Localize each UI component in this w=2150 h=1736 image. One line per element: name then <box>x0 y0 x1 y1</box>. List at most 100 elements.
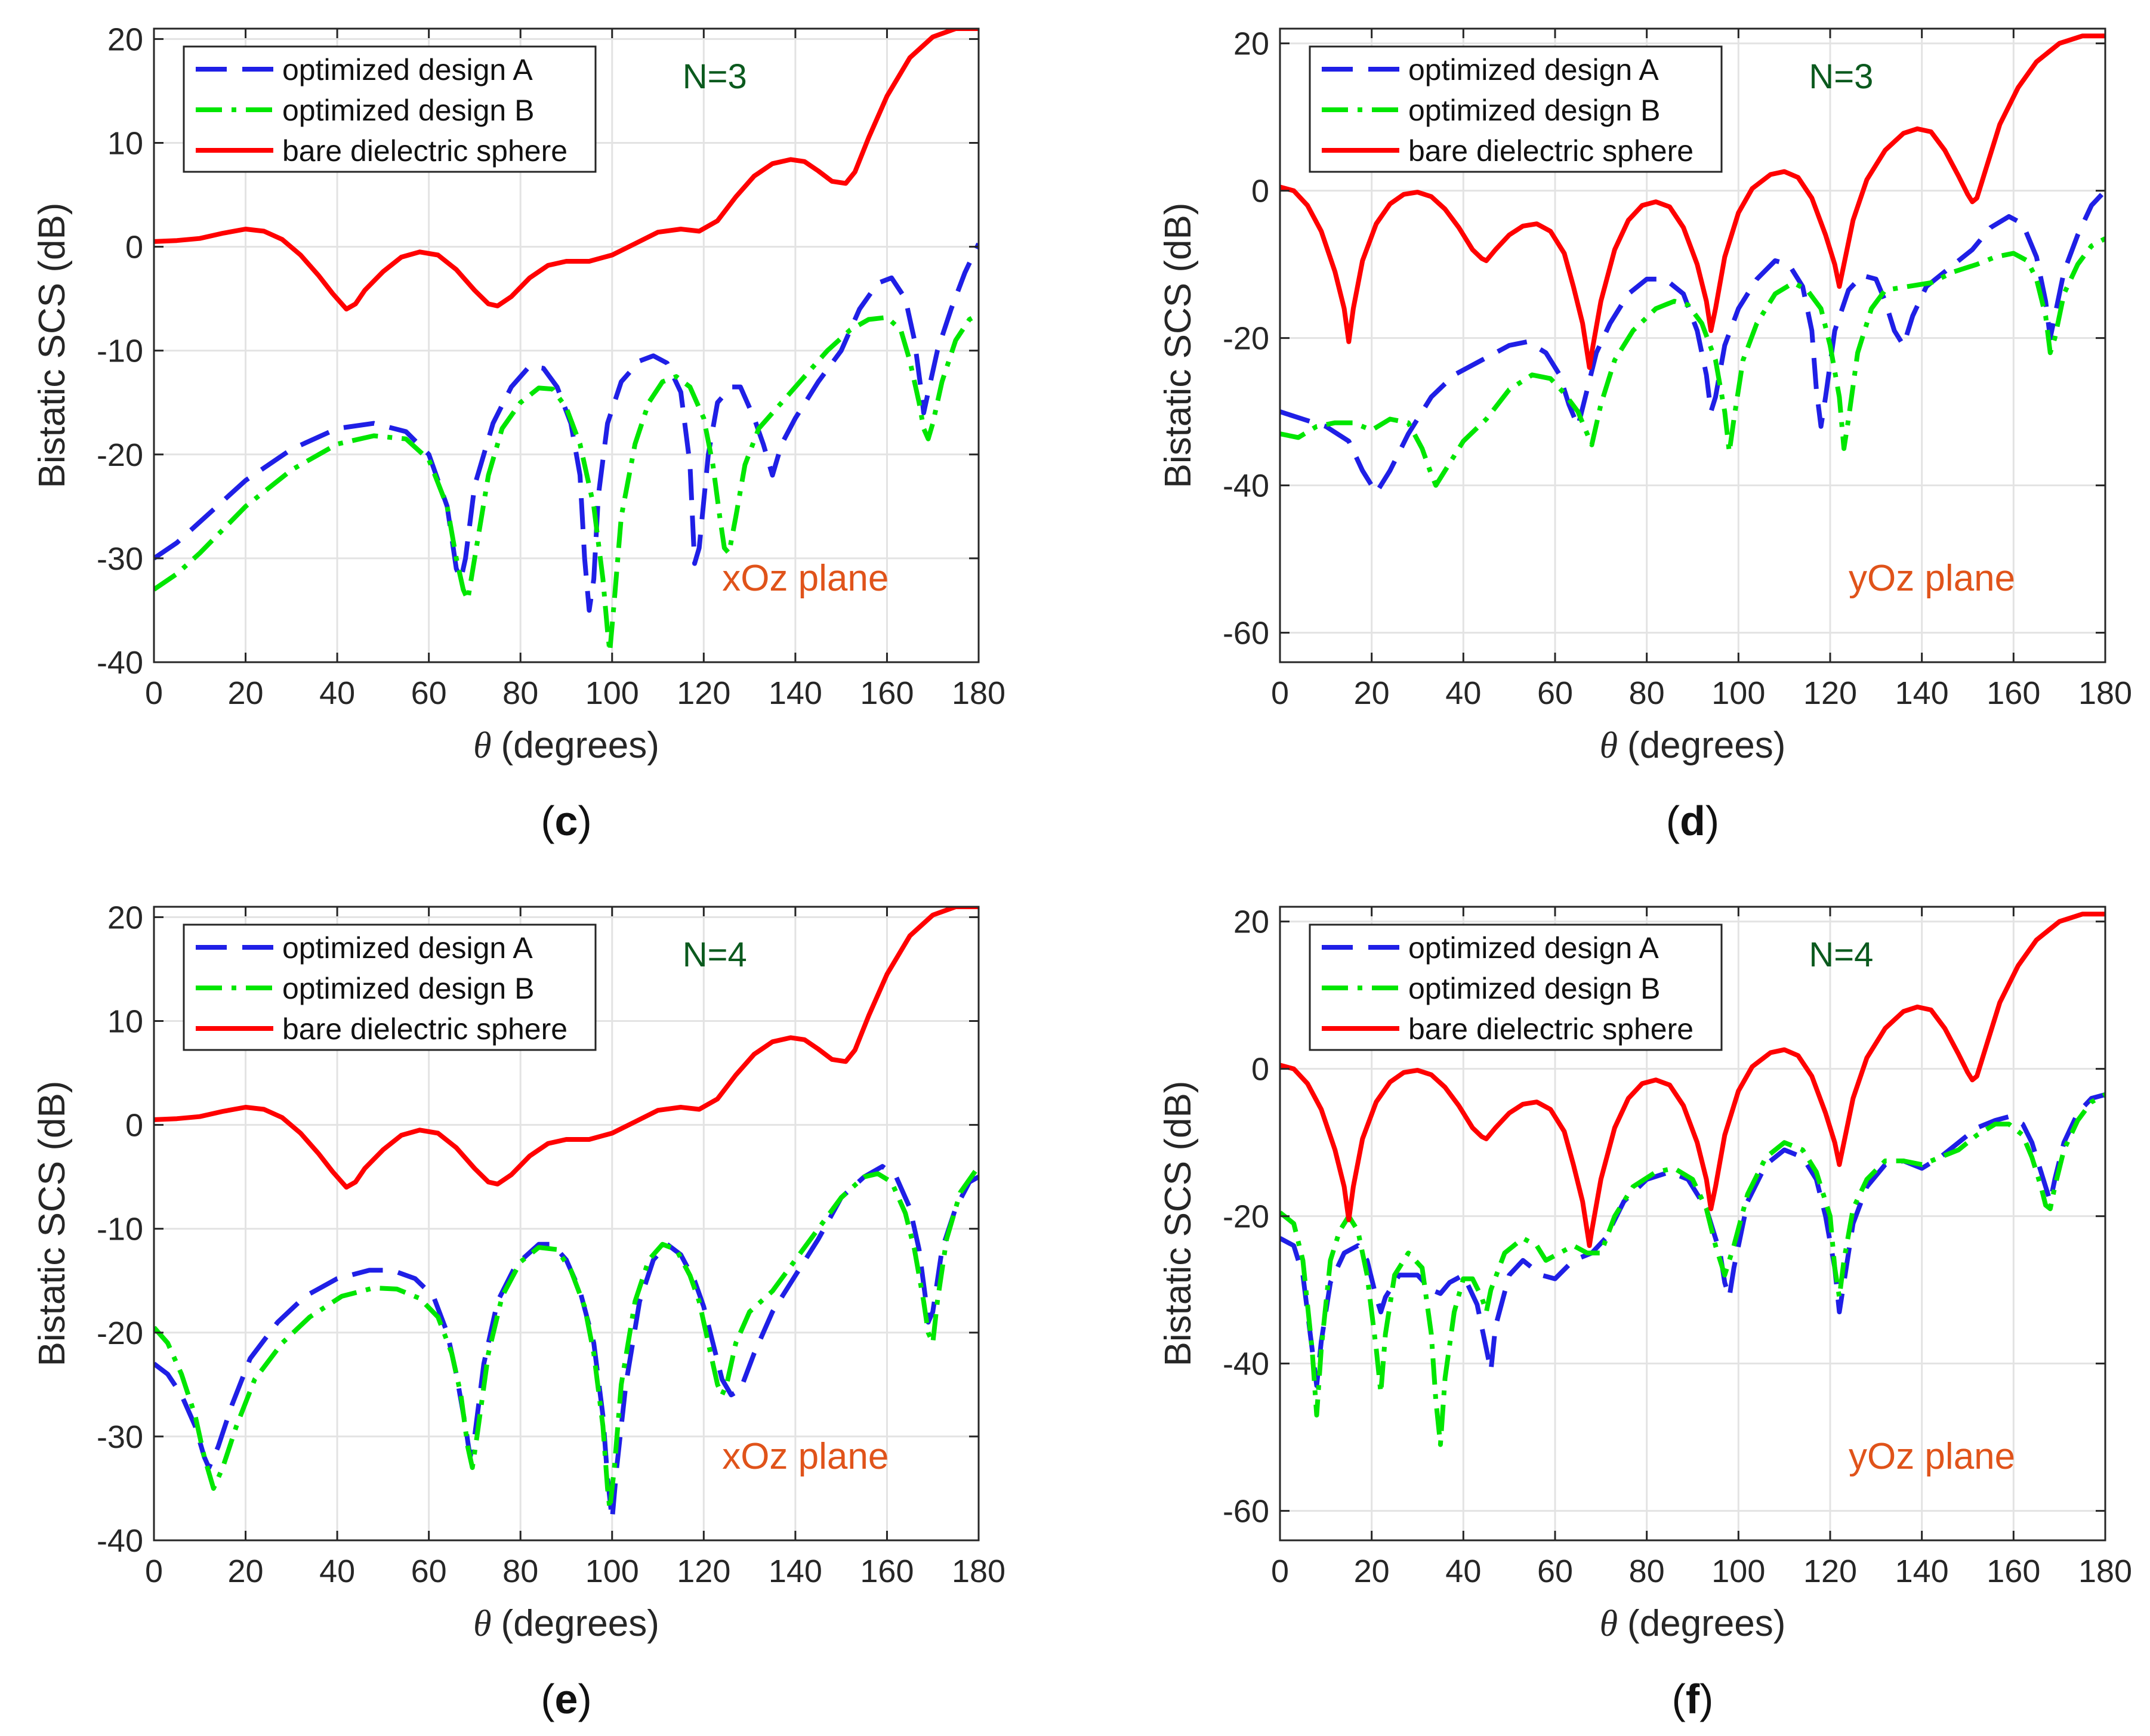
series-line-optimized-design-B <box>154 1164 979 1512</box>
y-tick-label: 20 <box>1233 904 1269 940</box>
caption-close: ) <box>1699 1676 1713 1722</box>
x-tick-label: 40 <box>1445 1553 1481 1589</box>
y-tick-label: -60 <box>1223 1494 1269 1530</box>
y-tick-label: -20 <box>1223 321 1269 357</box>
x-axis-symbol: θ <box>473 725 491 766</box>
x-axis-label: θ (degrees) <box>473 725 659 766</box>
x-tick-label: 20 <box>228 675 264 711</box>
x-axis-unit: (degrees) <box>1627 1603 1785 1644</box>
x-axis-symbol: θ <box>1600 1604 1618 1644</box>
y-tick-label: 0 <box>125 230 143 265</box>
plane-label: xOz plane <box>722 558 889 599</box>
caption-open: ( <box>541 798 554 844</box>
x-tick-label: 180 <box>2078 1553 2132 1589</box>
y-tick-label: -20 <box>97 437 143 473</box>
y-tick-label: -20 <box>1223 1199 1269 1235</box>
x-tick-label: 80 <box>502 1553 538 1589</box>
y-tick-label: -30 <box>97 1419 143 1455</box>
x-tick-label: 20 <box>228 1553 264 1589</box>
x-tick-label: 100 <box>585 675 639 711</box>
y-tick-label: -60 <box>1223 616 1269 651</box>
n-annotation: N=3 <box>683 57 747 96</box>
x-axis-label: θ (degrees) <box>1600 1603 1786 1644</box>
caption-open: ( <box>1672 1676 1686 1722</box>
series-line-optimized-design-A <box>154 1164 979 1522</box>
n-annotation: N=4 <box>1809 935 1873 974</box>
x-tick-label: 160 <box>1986 1553 2040 1589</box>
legend-entry: optimized design A <box>282 931 533 965</box>
x-tick-label: 180 <box>952 675 1005 711</box>
series-line-optimized-design-B <box>1280 1092 2105 1447</box>
x-axis-label: θ (degrees) <box>1600 725 1786 766</box>
panel-caption: (d) <box>1666 798 1719 844</box>
x-tick-label: 160 <box>860 1553 914 1589</box>
legend-entry: bare dielectric sphere <box>1408 134 1694 168</box>
series-line-bare-dielectric-sphere <box>154 907 979 1190</box>
panel-caption: (e) <box>541 1676 592 1722</box>
x-tick-label: 120 <box>1803 675 1857 711</box>
y-tick-label: -10 <box>97 1212 143 1247</box>
legend-entry: optimized design B <box>282 94 534 127</box>
n-annotation: N=4 <box>683 935 747 974</box>
x-tick-label: 140 <box>769 1553 822 1589</box>
caption-close: ) <box>578 1676 591 1722</box>
x-tick-label: 140 <box>1895 1553 1949 1589</box>
caption-close: ) <box>1705 798 1719 844</box>
axes-box <box>1279 27 2106 663</box>
x-tick-label: 140 <box>769 675 822 711</box>
x-tick-label: 80 <box>1629 675 1665 711</box>
x-tick-label: 40 <box>1445 675 1481 711</box>
x-tick-label: 140 <box>1895 675 1949 711</box>
axes-box <box>153 27 980 663</box>
x-tick-label: 100 <box>585 1553 639 1589</box>
x-tick-label: 0 <box>145 675 163 711</box>
x-tick-label: 120 <box>677 1553 730 1589</box>
panel-caption: (c) <box>541 798 592 844</box>
series-line-bare-dielectric-sphere <box>154 29 979 312</box>
legend-entry: optimized design B <box>282 972 534 1005</box>
chart-panel-f: 0 20 40 60 80 100 120 140 160 180 -60 -40 -20 0 20 θ (de… <box>1158 904 2132 1722</box>
chart-panel-e: 0 20 40 60 80 100 120 140 160 180 -40 -30 -20 -10 0 10 2… <box>32 900 1005 1722</box>
x-tick-label: 160 <box>1986 675 2040 711</box>
x-tick-label: 60 <box>411 1553 447 1589</box>
y-tick-label: 0 <box>1251 1052 1269 1088</box>
series-line-bare-dielectric-sphere <box>1280 33 2105 370</box>
legend-entry: optimized design A <box>282 53 533 87</box>
axes-box <box>153 906 980 1542</box>
n-annotation: N=3 <box>1809 57 1873 96</box>
x-tick-label: 160 <box>860 675 914 711</box>
y-tick-label: -20 <box>97 1315 143 1351</box>
legend-entry: optimized design B <box>1408 94 1660 127</box>
y-tick-label: -40 <box>1223 468 1269 504</box>
legend-entry: optimized design B <box>1408 972 1660 1005</box>
series-line-optimized-design-A <box>154 242 979 613</box>
x-tick-label: 60 <box>411 675 447 711</box>
y-tick-label: -40 <box>97 1523 143 1559</box>
y-axis-label: Bistatic SCS (dB) <box>32 203 73 489</box>
legend-entry: bare dielectric sphere <box>282 1012 567 1046</box>
y-tick-label: 20 <box>107 21 143 57</box>
caption-letter: e <box>555 1676 578 1722</box>
x-tick-label: 120 <box>1803 1553 1857 1589</box>
y-tick-label: -40 <box>97 645 143 681</box>
x-tick-label: 0 <box>1271 1553 1289 1589</box>
x-tick-label: 0 <box>1271 675 1289 711</box>
y-tick-label: 0 <box>1251 174 1269 209</box>
legend-entry: bare dielectric sphere <box>282 134 567 168</box>
legend-entry: optimized design A <box>1408 931 1659 965</box>
legend-entry: optimized design A <box>1408 53 1659 87</box>
y-axis-label: Bistatic SCS (dB) <box>1158 203 1199 489</box>
panel-caption: (f) <box>1672 1676 1714 1722</box>
y-axis-label: Bistatic SCS (dB) <box>1158 1081 1199 1367</box>
y-axis-label: Bistatic SCS (dB) <box>32 1081 73 1367</box>
y-tick-label: 10 <box>107 126 143 162</box>
series-line-optimized-design-A <box>1280 189 2105 495</box>
y-tick-label: 20 <box>107 900 143 935</box>
x-tick-label: 180 <box>952 1553 1005 1589</box>
y-tick-label: -10 <box>97 333 143 369</box>
x-tick-label: 0 <box>145 1553 163 1589</box>
axes-box <box>1279 906 2106 1542</box>
plane-label: xOz plane <box>722 1436 889 1477</box>
x-tick-label: 80 <box>502 675 538 711</box>
x-axis-unit: (degrees) <box>501 725 659 766</box>
